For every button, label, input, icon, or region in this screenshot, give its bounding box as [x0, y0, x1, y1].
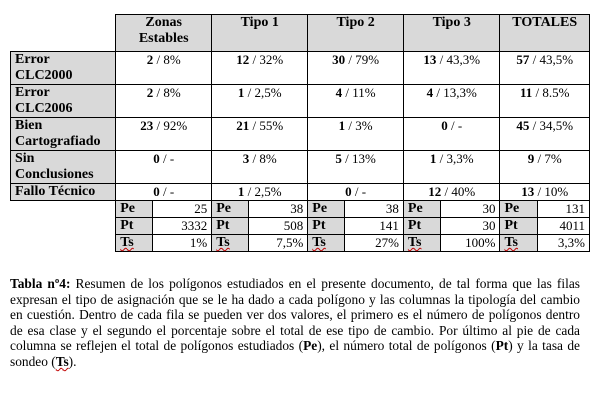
- stat-key: Pe: [115, 200, 154, 218]
- stat-value: 1%: [152, 234, 213, 252]
- table-row: Error CLC2000 2 / 8% 12 / 32% 30 / 79% 13 / 4…: [9, 51, 590, 85]
- stat-key: Pt: [402, 217, 441, 235]
- stat-value: 141: [344, 217, 404, 235]
- row-label: Bien Cartografiado: [9, 117, 117, 151]
- table-cell: 1 / 3,3%: [402, 150, 501, 184]
- stat-value: 3,3%: [537, 234, 590, 252]
- row-label: Error CLC2006: [9, 84, 117, 118]
- table-cell: 4 / 13,3%: [402, 84, 501, 118]
- stats-row: Pe 25 Pe 38 Pe 38 Pe 30 Pe 131: [10, 200, 590, 218]
- table-cell: 0 / -: [115, 150, 213, 184]
- blank-cell: [10, 217, 116, 235]
- blank-cell: [10, 200, 116, 218]
- stat-value: 27%: [344, 234, 404, 252]
- table-cell: 2 / 8%: [115, 51, 213, 85]
- table-cell: 23 / 92%: [115, 117, 213, 151]
- table-row: Sin Conclusiones 0 / -3 / 8% 5 / 13% 1 / 3,3…: [9, 150, 590, 184]
- table-cell: 4 / 11%: [307, 84, 404, 118]
- stat-value: 25: [152, 200, 213, 218]
- stat-key: Pe: [307, 200, 346, 218]
- table-cell: 13 / 10%: [499, 183, 590, 201]
- column-header: Tipo 1: [211, 14, 309, 52]
- column-header: Tipo 2: [307, 14, 404, 52]
- stat-value: 30: [439, 200, 501, 218]
- summary-table: Zonas Estables Tipo 1 Tipo 2 Tipo 3 TOTALES Er…: [9, 14, 590, 252]
- table-row: Bien Cartografiado 23 / 92% 21 / 55% 1 / 3% 0…: [9, 117, 590, 151]
- stat-value: 38: [344, 200, 404, 218]
- header-row: Zonas Estables Tipo 1 Tipo 2 Tipo 3 TOTALES: [10, 14, 590, 52]
- stat-value: 30: [439, 217, 501, 235]
- stat-key: Ts: [402, 234, 441, 252]
- table-cell: 0 / -: [402, 117, 501, 151]
- stats-row: Pt 3332 Pt 508 Pt 141 Pt 30 Pt 4011: [10, 217, 590, 235]
- column-header: Zonas Estables: [115, 14, 213, 52]
- stat-value: 4011: [537, 217, 590, 235]
- stat-value: 131: [537, 200, 590, 218]
- stat-value: 7,5%: [248, 234, 309, 252]
- table-cell: 30 / 79%: [307, 51, 404, 85]
- table-cell: 12 / 40%: [402, 183, 501, 201]
- table-cell: 2 / 8%: [115, 84, 213, 118]
- column-header: TOTALES: [499, 14, 590, 52]
- table-cell: 57 / 43,5%: [499, 51, 590, 85]
- row-label: Fallo Técnico: [9, 183, 117, 201]
- stat-value: 3332: [152, 217, 213, 235]
- table-cell: 11 / 8.5%: [499, 84, 590, 118]
- row-label: Error CLC2000: [9, 51, 117, 85]
- stat-key: Pt: [307, 217, 346, 235]
- table-cell: 12 / 32%: [211, 51, 309, 85]
- stat-key: Pe: [402, 200, 441, 218]
- corner-cell: [10, 14, 116, 52]
- stat-key: Pe: [499, 200, 539, 218]
- table-cell: 21 / 55%: [211, 117, 309, 151]
- stat-value: 508: [248, 217, 309, 235]
- table-cell: 5 / 13%: [307, 150, 404, 184]
- table-cell: 45 / 34,5%: [499, 117, 590, 151]
- table-cell: 1 / 3%: [307, 117, 404, 151]
- stats-row: Ts 1% Ts 7,5% Ts 27% Ts 100% Ts 3,3%: [10, 234, 590, 252]
- table-cell: 13 / 43,3%: [402, 51, 501, 85]
- table-row: Error CLC2006 2 / 8% 1 / 2,5% 4 / 11% 4 / 13,…: [9, 84, 590, 118]
- stat-key: Pt: [499, 217, 539, 235]
- row-label: Sin Conclusiones: [9, 150, 117, 184]
- stat-key: Ts: [115, 234, 154, 252]
- stat-key: Pe: [211, 200, 250, 218]
- column-header: Tipo 3: [402, 14, 501, 52]
- table-cell: 1 / 2,5%: [211, 84, 309, 118]
- table-caption: Tabla nº4: Resumen de los polígonos estu…: [10, 276, 580, 369]
- stat-key: Ts: [499, 234, 539, 252]
- table-cell: 3 / 8%: [211, 150, 309, 184]
- table-row: Fallo Técnico 0 / -1 / 2,5% 0 / -12 / 40% 1…: [9, 183, 590, 201]
- stat-value: 38: [248, 200, 309, 218]
- stat-value: 100%: [439, 234, 501, 252]
- blank-cell: [10, 234, 116, 252]
- table-cell: 0 / -: [307, 183, 404, 201]
- table-cell: 0 / -: [115, 183, 213, 201]
- table-cell: 9 / 7%: [499, 150, 590, 184]
- stat-key: Ts: [307, 234, 346, 252]
- stat-key: Pt: [211, 217, 250, 235]
- stat-key: Pt: [115, 217, 154, 235]
- stat-key: Ts: [211, 234, 250, 252]
- caption-label: Tabla nº4:: [10, 276, 71, 291]
- table-cell: 1 / 2,5%: [211, 183, 309, 201]
